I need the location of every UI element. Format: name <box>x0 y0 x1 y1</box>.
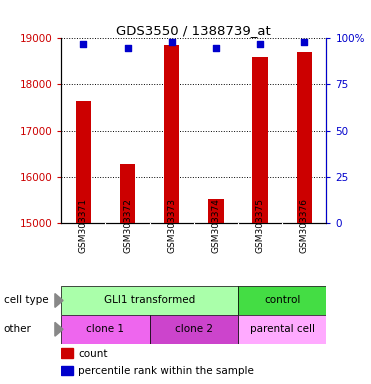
Text: GSM303375: GSM303375 <box>256 198 265 253</box>
Text: clone 2: clone 2 <box>175 324 213 334</box>
Bar <box>61 366 73 375</box>
Bar <box>252 57 268 223</box>
Text: GSM303373: GSM303373 <box>167 198 176 253</box>
Bar <box>297 52 312 223</box>
Text: percentile rank within the sample: percentile rank within the sample <box>78 366 255 376</box>
Bar <box>76 101 91 223</box>
Bar <box>150 315 238 344</box>
Text: GSM303372: GSM303372 <box>123 198 132 253</box>
Text: GSM303371: GSM303371 <box>79 198 88 253</box>
Point <box>257 41 263 47</box>
Text: GSM303374: GSM303374 <box>211 198 220 253</box>
Title: GDS3550 / 1388739_at: GDS3550 / 1388739_at <box>116 24 271 37</box>
Bar <box>238 315 326 344</box>
Point <box>125 45 131 51</box>
Text: parental cell: parental cell <box>250 324 315 334</box>
Text: GSM303376: GSM303376 <box>300 198 309 253</box>
Text: clone 1: clone 1 <box>86 324 124 334</box>
Point <box>169 39 175 45</box>
Bar <box>238 286 326 315</box>
Text: cell type: cell type <box>4 295 48 306</box>
Text: control: control <box>264 295 301 306</box>
Text: count: count <box>78 349 108 359</box>
Bar <box>120 164 135 223</box>
Text: other: other <box>4 324 32 334</box>
Bar <box>61 315 150 344</box>
Bar <box>164 45 180 223</box>
Bar <box>61 286 238 315</box>
Bar <box>61 348 73 358</box>
Text: GLI1 transformed: GLI1 transformed <box>104 295 195 306</box>
Bar <box>208 199 224 223</box>
Point <box>301 39 307 45</box>
Point <box>213 45 219 51</box>
Point <box>81 41 86 47</box>
